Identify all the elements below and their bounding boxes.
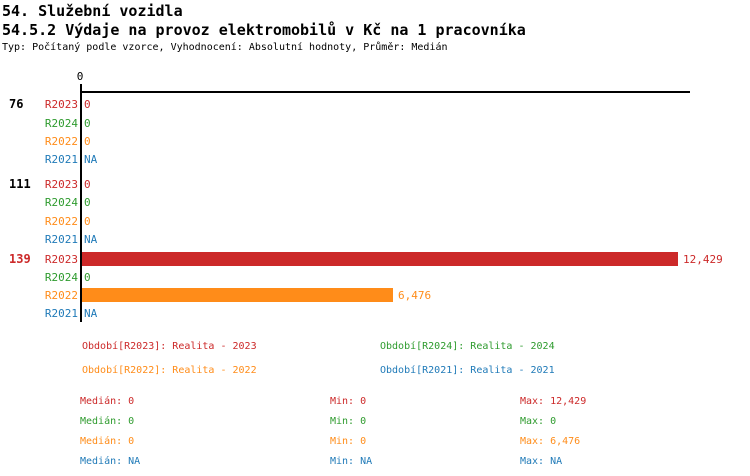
bar	[82, 288, 393, 302]
stat-max: Max: 0	[520, 416, 557, 427]
value-label: 0	[84, 117, 91, 130]
value-label: 6,476	[398, 289, 432, 302]
value-label: 12,429	[683, 253, 723, 266]
series-label: R2024	[44, 271, 78, 284]
chart-row: R2021 NA	[0, 152, 750, 167]
report-section-title: 54. Služební vozidla	[2, 2, 183, 20]
series-label: R2023	[44, 178, 78, 191]
value-label: 0	[84, 196, 91, 209]
axis-tick-label: 0	[76, 70, 84, 83]
series-label: R2021	[44, 233, 78, 246]
category-label: 139	[9, 252, 31, 266]
value-label: NA	[84, 233, 98, 246]
stat-max: Max: NA	[520, 456, 563, 467]
value-label: 0	[84, 98, 91, 111]
series-label: R2022	[44, 215, 78, 228]
stat-median: Medián: 0	[80, 396, 135, 407]
value-label: NA	[84, 307, 98, 320]
category-label: 111	[9, 177, 31, 191]
chart-row: 139 R2023 12,429	[0, 252, 750, 267]
chart-row: R2022 6,476	[0, 288, 750, 303]
series-label: R2022	[44, 135, 78, 148]
value-label: 0	[84, 215, 91, 228]
stat-max: Max: 6,476	[520, 436, 581, 447]
series-label: R2021	[44, 307, 78, 320]
value-label: 0	[84, 178, 91, 191]
x-axis-line	[80, 91, 690, 93]
stat-median: Medián: NA	[80, 456, 141, 467]
chart-row: R2024 0	[0, 270, 750, 285]
chart-title: 54.5.2 Výdaje na provoz elektromobilů v …	[2, 21, 526, 39]
series-label: R2023	[44, 253, 78, 266]
value-label: 0	[84, 271, 91, 284]
series-label: R2024	[44, 117, 78, 130]
chart-row: R2021 NA	[0, 232, 750, 247]
chart-row: R2022 0	[0, 214, 750, 229]
series-label: R2024	[44, 196, 78, 209]
legend-item: Období[R2024]: Realita - 2024	[380, 341, 555, 352]
stat-min: Min: 0	[330, 416, 367, 427]
stat-min: Min: 0	[330, 396, 367, 407]
stat-min: Min: 0	[330, 436, 367, 447]
chart-meta-line: Typ: Počítaný podle vzorce, Vyhodnocení:…	[2, 42, 448, 53]
chart-row: 76 R2023 0	[0, 97, 750, 112]
value-label: 0	[84, 135, 91, 148]
legend-item: Období[R2022]: Realita - 2022	[82, 365, 257, 376]
series-label: R2021	[44, 153, 78, 166]
chart-row: R2022 0	[0, 134, 750, 149]
legend-item: Období[R2021]: Realita - 2021	[380, 365, 555, 376]
series-label: R2023	[44, 98, 78, 111]
chart-row: R2021 NA	[0, 306, 750, 321]
chart-row: R2024 0	[0, 195, 750, 210]
stat-max: Max: 12,429	[520, 396, 587, 407]
stat-median: Medián: 0	[80, 416, 135, 427]
chart-row: 111 R2023 0	[0, 177, 750, 192]
stat-median: Medián: 0	[80, 436, 135, 447]
value-label: NA	[84, 153, 98, 166]
category-label: 76	[9, 97, 24, 111]
stat-min: Min: NA	[330, 456, 373, 467]
series-label: R2022	[44, 289, 78, 302]
chart-row: R2024 0	[0, 116, 750, 131]
y-axis-line	[80, 84, 82, 322]
bar	[82, 252, 678, 266]
legend-item: Období[R2023]: Realita - 2023	[82, 341, 257, 352]
